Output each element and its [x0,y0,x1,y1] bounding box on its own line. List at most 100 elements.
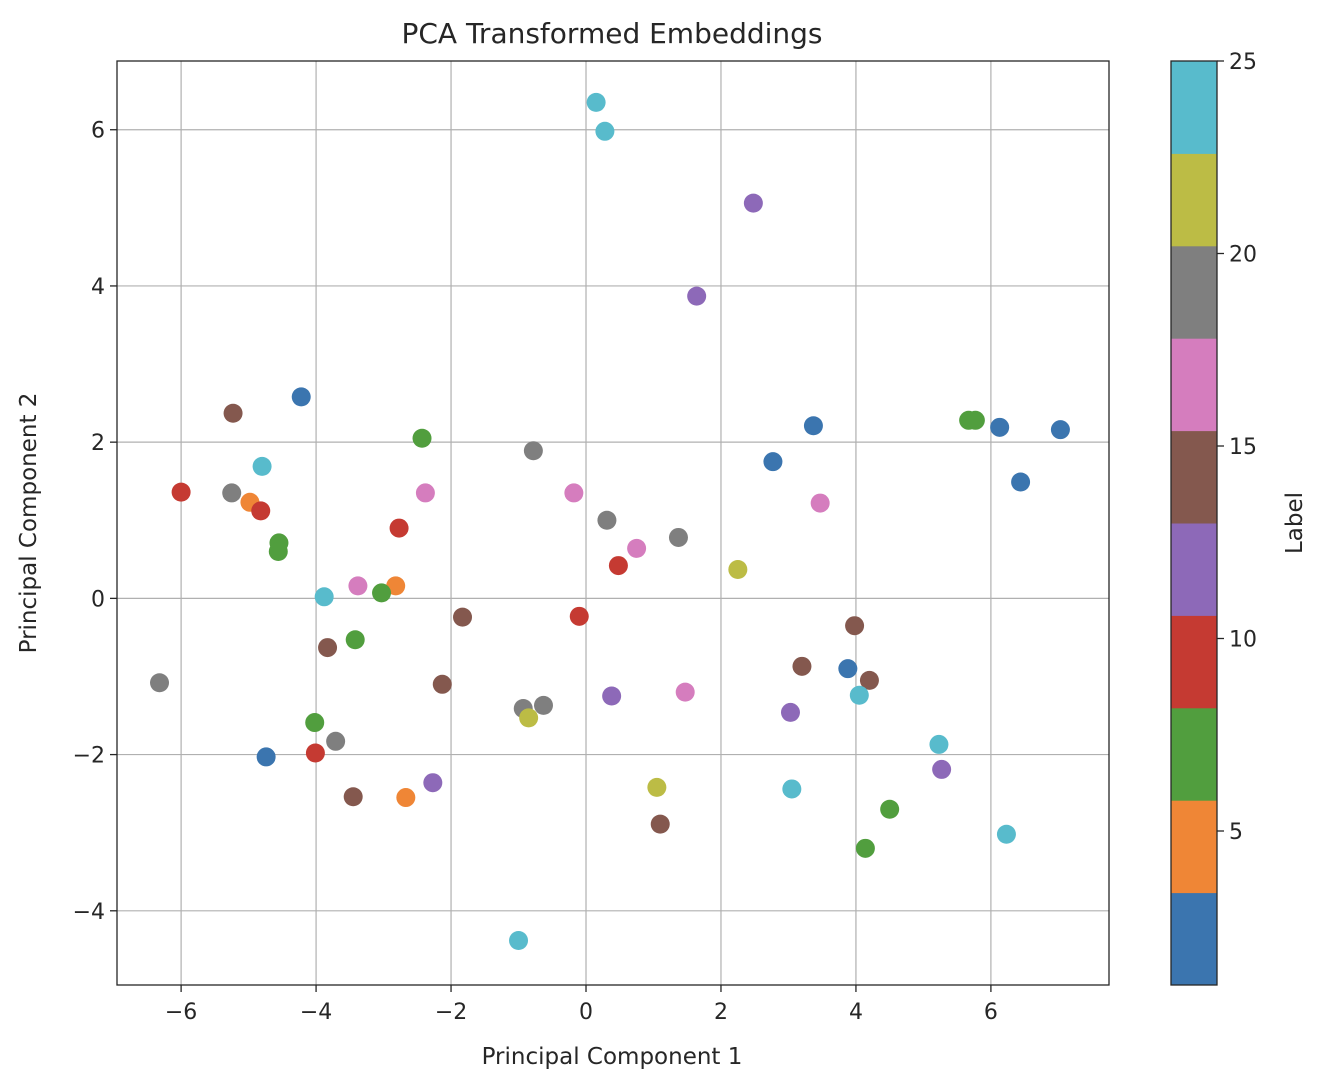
data-point [650,814,670,834]
data-point [314,587,334,607]
data-point [965,410,985,430]
data-point [268,542,288,562]
y-tick-label: 0 [91,587,105,612]
y-tick-label: 6 [91,119,105,144]
data-point [533,695,553,715]
x-tick-label: 6 [984,1000,998,1025]
data-point [810,493,830,513]
colorbar-tick-label: 20 [1229,243,1257,268]
y-axis-title: Principal Component 2 [16,393,42,654]
data-point [423,773,443,793]
y-tick-label: −2 [73,744,105,769]
data-point [453,607,473,627]
y-axis-ticks: −4 −2 0 2 4 6 [73,119,117,925]
plot-frame [116,60,1110,986]
data-point [523,441,543,461]
data-point [256,747,276,767]
chart-title: PCA Transformed Embeddings [401,17,822,50]
scatter-points [150,92,1070,950]
data-point [326,731,346,751]
data-point [687,286,707,306]
data-point [803,416,823,436]
data-point [372,583,392,603]
data-point [859,670,879,690]
data-point [305,743,325,763]
colorbar-segment [1171,523,1217,616]
data-point [345,630,365,650]
data-point [849,685,869,705]
colorbar-tick-label: 25 [1229,50,1257,75]
data-point [627,538,647,558]
data-point [318,638,338,658]
data-point [595,121,615,141]
colorbar-tick-label: 10 [1229,628,1257,653]
data-point [845,616,865,636]
data-point [389,518,409,538]
data-point [171,482,191,502]
data-point [412,428,432,448]
data-point [608,556,628,576]
data-point [880,799,900,819]
colorbar-tick-label: 15 [1229,435,1257,460]
data-point [252,456,272,476]
y-tick-label: 2 [91,431,105,456]
data-point [564,483,584,503]
colorbar-segment [1171,707,1217,801]
x-axis-ticks: −6 −4 −2 0 2 4 6 [165,985,998,1025]
x-tick-label: −2 [435,1000,467,1025]
colorbar-tick-label: 5 [1229,820,1243,845]
data-point [597,510,617,530]
data-point [396,788,416,808]
data-point [668,527,688,547]
colorbar-segment [1171,430,1217,524]
colorbar-segment [1171,245,1217,339]
data-point [602,686,622,706]
x-axis-title: Principal Component 1 [482,1044,743,1070]
x-tick-label: −6 [165,1000,197,1025]
colorbar-segment [1171,61,1217,154]
colorbar-segment [1171,153,1217,247]
data-point [990,417,1010,437]
data-point [150,673,170,693]
colorbar-label: Label [1282,492,1308,554]
data-point [432,674,452,694]
data-point [509,930,529,950]
colorbar-ticks: 5 10 15 20 25 [1217,50,1257,845]
data-point [929,734,949,754]
colorbar-segment [1171,800,1217,894]
data-point [223,403,243,423]
data-point [647,777,667,797]
colorbar-segment [1171,892,1217,986]
data-point [222,483,242,503]
data-point [1050,420,1070,440]
data-point [996,824,1016,844]
x-tick-label: 2 [714,1000,728,1025]
data-point [1011,472,1031,492]
colorbar-segment [1171,338,1217,432]
colorbar-frame [1170,60,1218,986]
data-point [586,92,606,112]
data-point [386,576,406,596]
data-point [519,708,539,728]
data-point [792,656,812,676]
data-point [569,606,589,626]
data-point [763,452,783,472]
data-point [415,483,435,503]
data-point [305,713,325,733]
data-point [348,576,368,596]
data-point [251,501,271,521]
x-tick-label: 4 [849,1000,863,1025]
data-point [291,387,311,407]
data-point [743,193,763,213]
x-tick-label: 0 [579,1000,593,1025]
colorbar [1171,61,1217,986]
y-tick-label: −4 [73,900,105,925]
data-point [728,559,748,579]
data-point [780,702,800,722]
data-point [932,759,952,779]
data-point [855,838,875,858]
x-tick-label: −4 [300,1000,332,1025]
data-point [343,787,363,807]
data-point [782,779,802,799]
